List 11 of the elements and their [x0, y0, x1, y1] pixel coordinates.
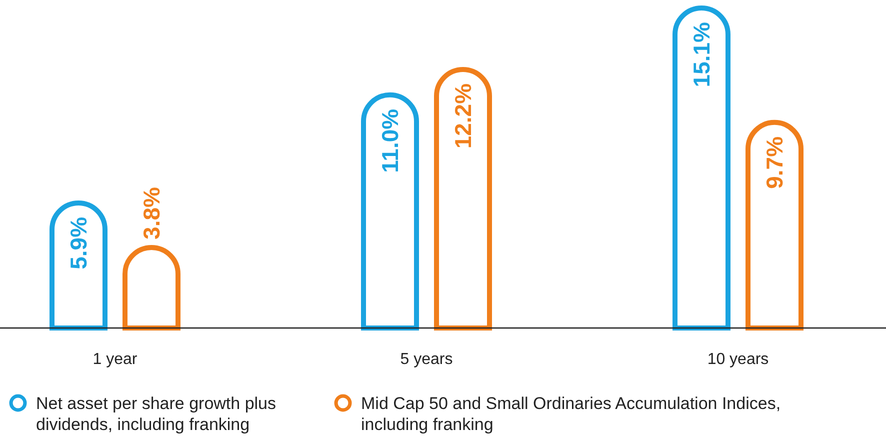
legend-label: Mid Cap 50 and Small Ordinaries Accumulation Indices, including franking — [361, 394, 781, 434]
x-tick-label: 5 years — [400, 351, 453, 368]
data-label: 5.9% — [66, 216, 92, 270]
data-label: 9.7% — [762, 136, 788, 189]
legend-label: Net asset per share growth plus dividends, including franking — [36, 394, 276, 434]
data-label: 12.2% — [450, 83, 476, 149]
data-label: 15.1% — [688, 22, 714, 88]
x-tick-label: 1 year — [92, 351, 138, 368]
x-tick-label: 10 years — [707, 351, 769, 368]
data-label: 11.0% — [377, 108, 403, 173]
data-label: 3.8% — [138, 187, 164, 240]
